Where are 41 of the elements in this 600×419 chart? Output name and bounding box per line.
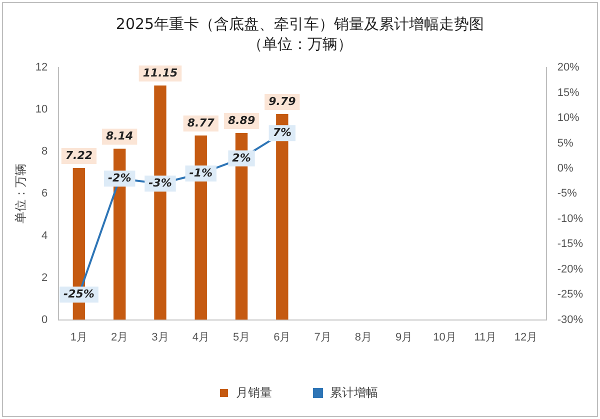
y2-tick-label: 5% <box>557 137 574 150</box>
y2-tick-label: -30% <box>557 314 584 326</box>
x-tick-label: 10月 <box>433 331 456 344</box>
y-tick-label: 4 <box>42 230 48 242</box>
y-tick-label: 10 <box>35 104 48 116</box>
chart-subtitle: （单位：万辆） <box>246 34 354 54</box>
x-tick-label: 6月 <box>274 331 291 344</box>
x-tick-label: 1月 <box>70 331 88 344</box>
y-tick-label: 8 <box>42 146 48 158</box>
x-tick-label: 8月 <box>354 331 372 344</box>
data-label: 11.15 <box>142 66 178 80</box>
data-label: 9.79 <box>268 94 296 108</box>
data-label: 8.77 <box>187 116 215 130</box>
x-tick-label: 4月 <box>192 331 210 344</box>
x-tick-label: 5月 <box>232 331 250 344</box>
legend-label: 累计增幅 <box>330 385 378 400</box>
y2-tick-label: -20% <box>557 263 584 276</box>
y2-tick-label: 10% <box>557 112 580 124</box>
y-tick-label: 12 <box>35 62 48 74</box>
legend-label: 月销量 <box>236 385 272 400</box>
x-tick-label: 9月 <box>396 331 413 344</box>
x-tick-label: 2月 <box>111 331 128 344</box>
y2-tick-label: -25% <box>557 288 584 301</box>
data-label: 8.89 <box>228 114 256 127</box>
data-label: 8.14 <box>106 130 134 143</box>
y-axis-title: 单位：万辆 <box>14 164 28 224</box>
y-tick-label: 6 <box>42 188 48 200</box>
y2-tick-label: 20% <box>557 62 580 74</box>
x-tick-label: 7月 <box>314 331 332 344</box>
y2-tick-label: -5% <box>557 188 578 200</box>
y2-tick-label: 15% <box>557 86 580 99</box>
x-tick-label: 3月 <box>152 331 169 344</box>
chart-title: 2025年重卡（含底盘、牵引车）销量及累计增幅走势图 <box>114 14 486 34</box>
y2-tick-label: -15% <box>557 238 584 250</box>
y-tick-label: 2 <box>42 272 48 284</box>
y2-tick-label: 0% <box>557 162 574 175</box>
y2-tick-label: -10% <box>557 212 584 225</box>
data-label: 7.22 <box>65 148 93 162</box>
x-tick-label: 11月 <box>474 331 497 344</box>
y-tick-label: 0 <box>42 314 48 326</box>
x-tick-label: 12月 <box>514 331 538 344</box>
